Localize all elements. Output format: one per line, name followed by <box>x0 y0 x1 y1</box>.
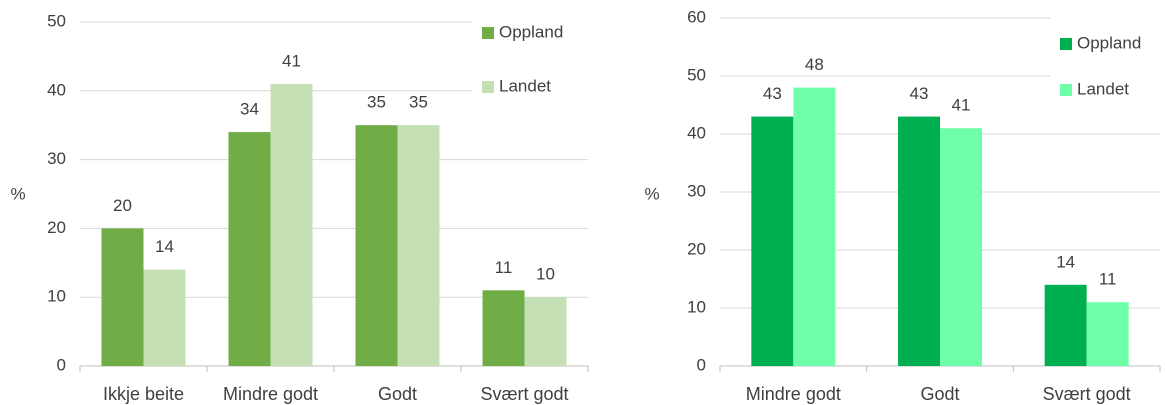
data-label: 48 <box>805 55 824 74</box>
data-label: 41 <box>282 51 301 70</box>
data-label: 14 <box>1056 252 1075 271</box>
x-tick-label: Mindre godt <box>223 384 318 404</box>
y-tick-label: 60 <box>687 7 706 26</box>
y-tick-label: 10 <box>687 297 706 316</box>
y-tick-label: 10 <box>47 287 66 306</box>
y-tick-label: 30 <box>47 149 66 168</box>
legend-swatch <box>482 81 494 93</box>
x-tick-label: Godt <box>378 384 417 404</box>
legend-swatch <box>1060 38 1072 50</box>
data-label: 35 <box>409 93 428 112</box>
y-tick-label: 20 <box>687 239 706 258</box>
data-label: 43 <box>910 84 929 103</box>
y-tick-label: 50 <box>47 11 66 30</box>
bar <box>524 297 567 366</box>
bar <box>228 132 271 366</box>
x-tick-label: Svært godt <box>480 384 568 404</box>
x-tick-label: Ikkje beite <box>103 384 184 404</box>
legend-label: Oppland <box>1077 33 1141 52</box>
data-label: 11 <box>495 258 513 277</box>
y-axis-label: % <box>10 184 25 203</box>
data-label: 34 <box>240 100 259 119</box>
bar <box>270 83 313 367</box>
y-tick-label: 30 <box>687 181 706 200</box>
bar <box>397 125 440 366</box>
legend-swatch <box>1060 84 1072 96</box>
y-tick-label: 40 <box>687 123 706 142</box>
x-tick-label: Mindre godt <box>746 384 841 404</box>
data-label: 11 <box>1099 270 1117 289</box>
y-tick-label: 50 <box>687 65 706 84</box>
y-axis-label: % <box>644 184 659 203</box>
data-label: 20 <box>113 196 132 215</box>
legend-label: Landet <box>499 76 551 95</box>
data-label: 35 <box>367 93 386 112</box>
bar <box>898 116 940 366</box>
bar <box>482 290 525 366</box>
bar <box>793 87 836 366</box>
y-tick-label: 0 <box>697 355 706 374</box>
bar <box>101 228 144 366</box>
y-tick-label: 20 <box>47 218 66 237</box>
bar <box>940 128 982 366</box>
y-tick-label: 40 <box>47 80 66 99</box>
y-tick-label: 0 <box>57 355 66 374</box>
data-label: 43 <box>763 84 782 103</box>
bar <box>1044 284 1087 366</box>
legend-label: Landet <box>1077 79 1129 98</box>
x-tick-label: Godt <box>920 384 959 404</box>
data-label: 41 <box>952 96 971 115</box>
legend-label: Oppland <box>499 22 563 41</box>
bar <box>751 116 794 366</box>
bar <box>355 125 398 366</box>
legend-swatch <box>482 27 494 39</box>
data-label: 14 <box>155 237 174 256</box>
data-label: 10 <box>536 265 555 284</box>
bar <box>143 269 186 366</box>
bar <box>1086 302 1129 366</box>
x-tick-label: Svært godt <box>1043 384 1131 404</box>
